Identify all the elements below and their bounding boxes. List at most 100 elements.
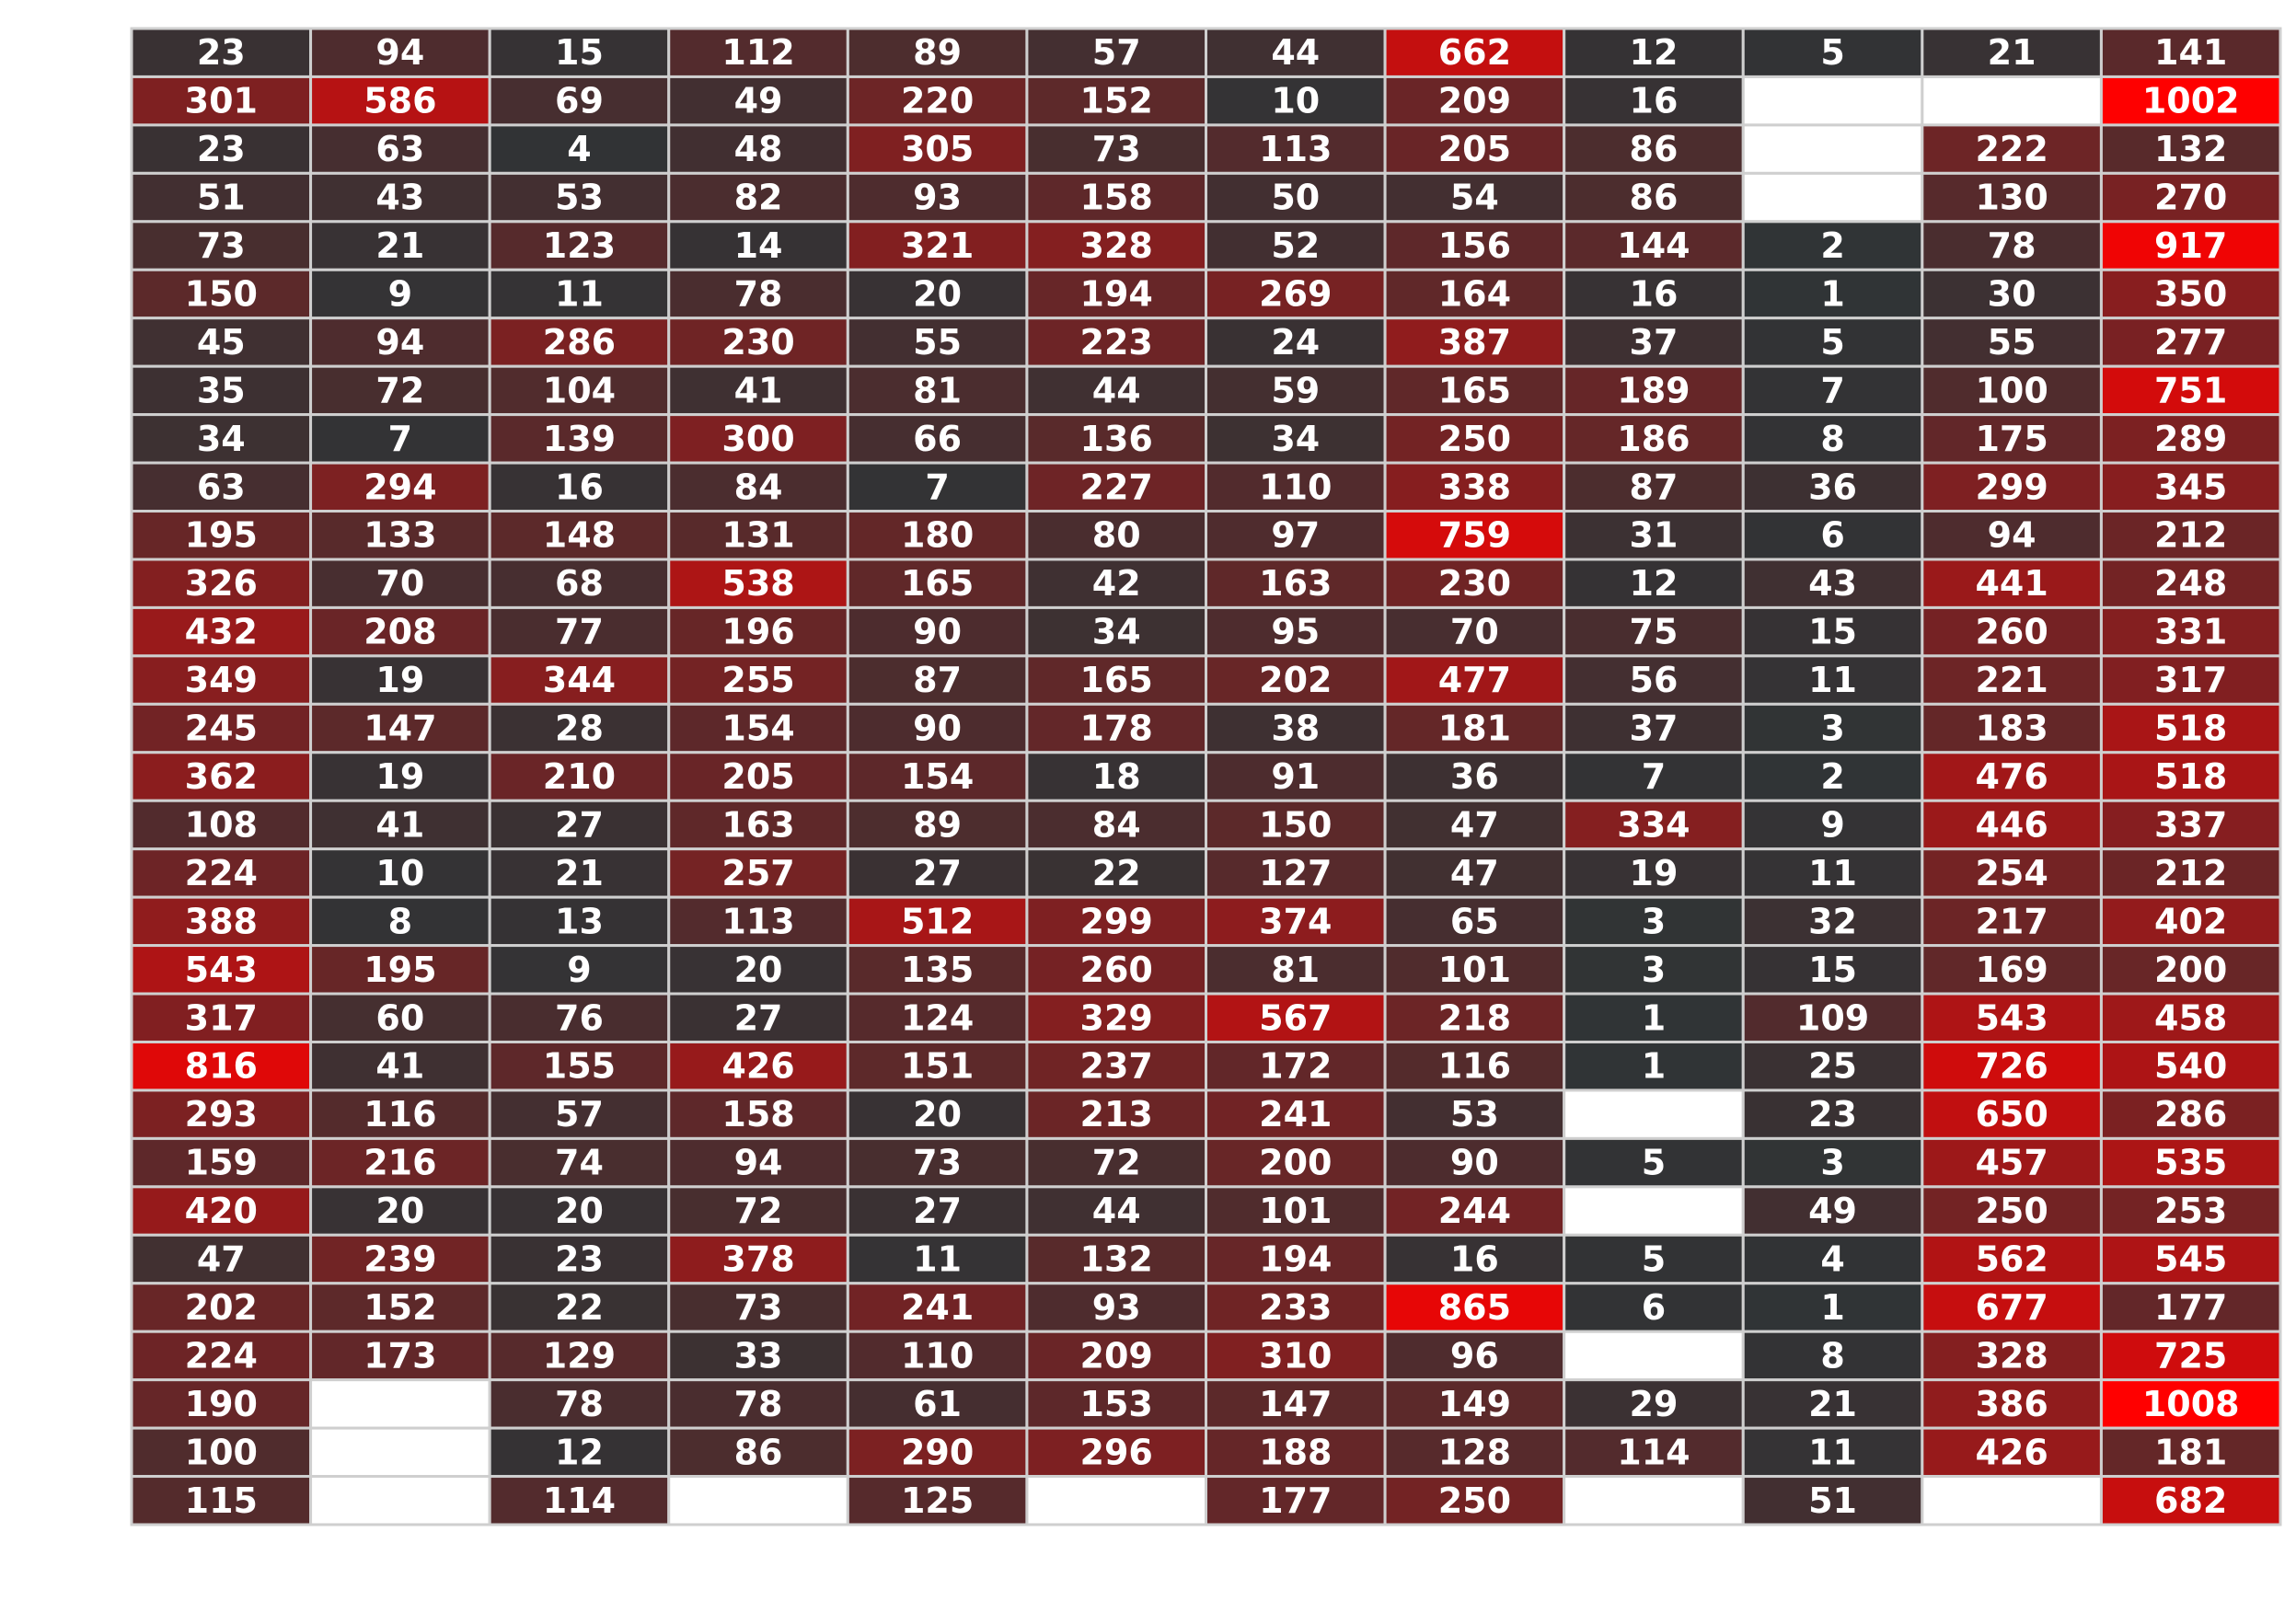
heatmap-cell xyxy=(1741,317,1924,368)
heatmap-cell xyxy=(2099,317,2282,368)
cell-value-label: 241 xyxy=(1259,1094,1332,1134)
cell-value-label: 535 xyxy=(2154,1143,2227,1183)
cell-value-label: 11 xyxy=(1808,1432,1857,1472)
heatmap-cell xyxy=(1921,220,2103,271)
heatmap-cell xyxy=(309,605,491,658)
cell-value-label: 512 xyxy=(901,901,974,941)
cell-value-label: 132 xyxy=(2154,129,2227,169)
cell-value-label: 200 xyxy=(2154,950,2227,990)
cell-value-label: 210 xyxy=(543,756,616,797)
cell-value-label: 567 xyxy=(1259,997,1332,1038)
cell-value-label: 72 xyxy=(1092,1143,1141,1183)
cell-value-label: 317 xyxy=(2154,660,2227,700)
heatmap-cell xyxy=(1741,654,1924,706)
heatmap-cell xyxy=(1383,605,1566,658)
cell-value-label: 19 xyxy=(375,756,424,797)
heatmap-cell xyxy=(1205,1136,1387,1189)
cell-value-label: 86 xyxy=(1630,129,1679,169)
heatmap-cell xyxy=(846,799,1029,851)
cell-value-label: 221 xyxy=(1975,660,2048,700)
heatmap-cell xyxy=(1563,220,1745,271)
cell-value-label: 402 xyxy=(2154,901,2227,941)
cell-value-label: 195 xyxy=(363,950,436,990)
cell-value-label: 23 xyxy=(197,32,246,73)
cell-value-label: 43 xyxy=(375,178,424,218)
cell-value-label: 1 xyxy=(1642,1046,1666,1087)
cell-value-label: 78 xyxy=(555,1384,604,1424)
heatmap-cell xyxy=(2099,461,2282,513)
heatmap-cell xyxy=(1921,799,2103,851)
heatmap-cell xyxy=(1563,605,1745,658)
heatmap-cell xyxy=(846,75,1029,127)
cell-value-label: 227 xyxy=(1080,466,1153,507)
heatmap-cell xyxy=(1741,171,1924,224)
cell-value-label: 96 xyxy=(1450,1335,1499,1376)
cell-value-label: 23 xyxy=(555,1239,604,1280)
cell-value-label: 917 xyxy=(2154,225,2227,266)
cell-value-label: 135 xyxy=(901,950,974,990)
cell-value-label: 420 xyxy=(185,1191,258,1231)
cell-value-label: 22 xyxy=(555,1287,604,1328)
heatmap-cell xyxy=(309,1185,491,1237)
cell-value-label: 47 xyxy=(197,1239,246,1280)
cell-value-label: 125 xyxy=(901,1480,974,1521)
cell-value-label: 11 xyxy=(1808,853,1857,893)
cell-value-label: 586 xyxy=(363,81,436,121)
heatmap-cell xyxy=(667,220,849,271)
heatmap-cell xyxy=(2099,1330,2282,1382)
cell-value-label: 61 xyxy=(913,1384,962,1424)
cell-value-label: 244 xyxy=(1438,1191,1511,1231)
heatmap-cell xyxy=(1205,123,1387,175)
cell-value-label: 257 xyxy=(721,853,794,893)
cell-value-label: 173 xyxy=(363,1335,436,1376)
heatmap-cell xyxy=(2099,123,2282,175)
heatmap-cell xyxy=(846,268,1029,320)
cell-value-label: 296 xyxy=(1080,1432,1153,1472)
heatmap-cell xyxy=(846,751,1029,802)
heatmap-cell xyxy=(2099,27,2282,78)
cell-value-label: 55 xyxy=(1988,322,2036,363)
heatmap-cell xyxy=(1921,364,2103,417)
heatmap-cell xyxy=(2099,1378,2282,1430)
cell-value-label: 260 xyxy=(1080,950,1153,990)
cell-value-label: 89 xyxy=(913,32,962,73)
heatmap-cell xyxy=(667,171,849,224)
heatmap-cell xyxy=(1563,895,1745,948)
cell-value-label: 136 xyxy=(1080,419,1153,459)
cell-value-label: 457 xyxy=(1975,1143,2048,1183)
cell-value-label: 93 xyxy=(1092,1287,1141,1328)
heatmap-cell xyxy=(1563,364,1745,417)
heatmap-cell xyxy=(667,317,849,368)
cell-value-label: 115 xyxy=(185,1480,258,1521)
cell-value-label: 82 xyxy=(734,178,783,218)
heatmap-cell xyxy=(130,558,313,609)
cell-value-label: 90 xyxy=(1450,1143,1499,1183)
cell-value-label: 110 xyxy=(901,1335,974,1376)
heatmap-cell xyxy=(309,364,491,417)
cell-value-label: 132 xyxy=(1080,1239,1153,1280)
heatmap-cell xyxy=(667,413,849,465)
cell-value-label: 2 xyxy=(1820,225,1844,266)
cell-value-label: 70 xyxy=(375,563,424,604)
cell-value-label: 41 xyxy=(375,804,424,845)
heatmap-cell xyxy=(1205,895,1387,948)
heatmap-cell xyxy=(1205,1378,1387,1430)
cell-value-label: 94 xyxy=(734,1143,783,1183)
cell-value-label: 68 xyxy=(555,563,604,604)
cell-value-label: 139 xyxy=(543,419,616,459)
cell-value-label: 178 xyxy=(1080,708,1153,749)
cell-value-label: 87 xyxy=(913,660,962,700)
cell-value-label: 154 xyxy=(721,708,794,749)
cell-value-label: 217 xyxy=(1975,901,2048,941)
cell-value-label: 11 xyxy=(913,1239,962,1280)
cell-value-label: 144 xyxy=(1617,225,1690,266)
cell-value-label: 15 xyxy=(555,32,604,73)
heatmap-cell xyxy=(846,895,1029,948)
heatmap-cell xyxy=(488,1088,671,1140)
heatmap-cell xyxy=(1383,847,1566,899)
cell-value-label: 147 xyxy=(1259,1384,1332,1424)
heatmap-cell xyxy=(130,1185,313,1237)
heatmap-cell xyxy=(130,364,313,417)
cell-value-label: 378 xyxy=(721,1239,794,1280)
